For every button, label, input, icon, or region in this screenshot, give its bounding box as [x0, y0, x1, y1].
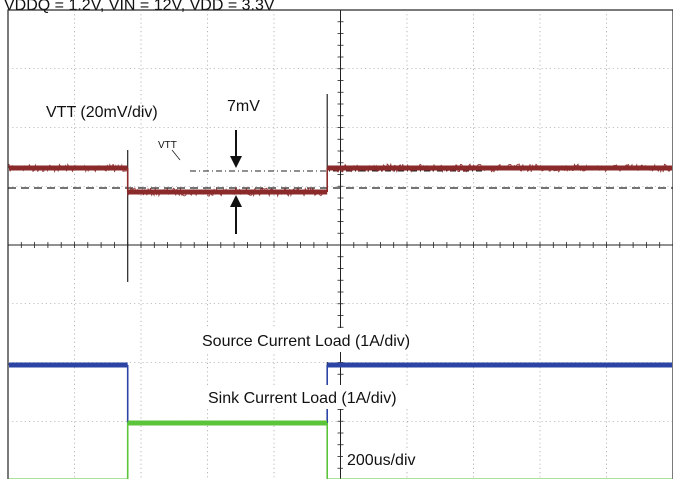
trace-noise	[327, 162, 672, 174]
trace-band	[127, 420, 328, 426]
timescale-label: 200us/div	[347, 452, 416, 469]
trace-noise	[8, 362, 127, 368]
sink-current-label: Sink Current Load (1A/div)	[208, 390, 397, 407]
arrow-up-head	[230, 195, 242, 207]
trace-noise	[326, 362, 672, 368]
vtt-series-label: VTT (20mV/div)	[46, 104, 158, 121]
source-label-bg	[198, 328, 434, 352]
source-current-label: Source Current Load (1A/div)	[202, 333, 410, 350]
delta-arrows	[230, 130, 242, 234]
trace-noise	[127, 186, 328, 198]
header-conditions: VDDQ = 1.2V, VIN = 12V, VDD = 3.3V	[4, 0, 275, 14]
trace-band	[127, 189, 328, 195]
trace-noise	[127, 420, 328, 426]
sink-label-bg	[202, 385, 422, 409]
vtt-trace-marker: VTT	[158, 140, 177, 151]
vtt-marker-pointer	[171, 149, 181, 161]
trace-band	[9, 165, 128, 171]
timescale-label-bg	[343, 448, 435, 470]
trace-noise	[8, 162, 127, 173]
vtt-trace	[8, 162, 672, 198]
arrow-down-head	[230, 156, 242, 168]
delta-annotation-label: 7mV	[227, 98, 260, 115]
trace-band	[327, 165, 672, 171]
traces	[8, 162, 672, 479]
